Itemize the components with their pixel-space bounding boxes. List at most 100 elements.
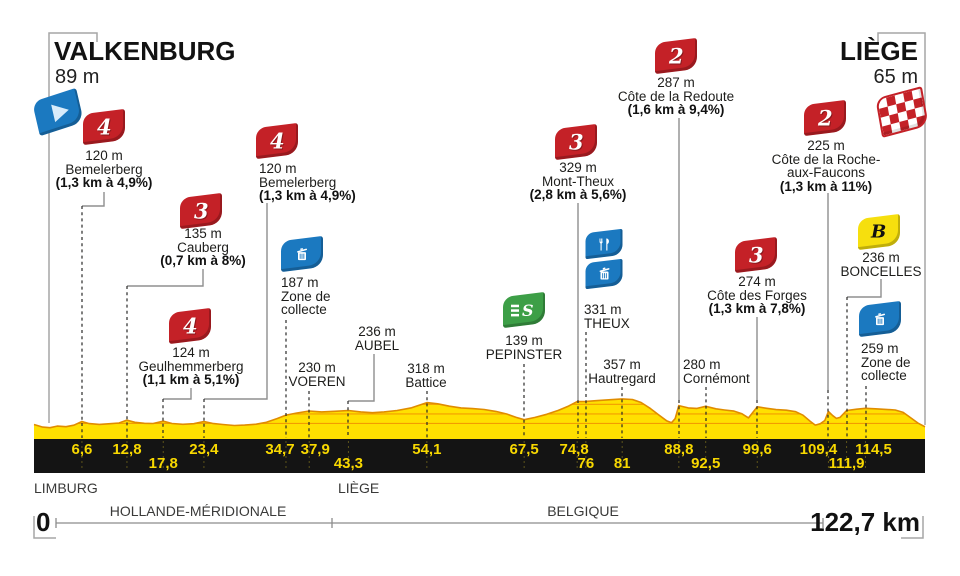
bemelerberg-1-line-1: Bemelerberg — [65, 161, 143, 177]
voeren-label: 230 m VOEREN — [288, 361, 345, 388]
zone-collecte-2-line-2: collecte — [861, 368, 907, 383]
aubel-line-0: 236 m — [358, 324, 396, 339]
cote-de-la-redoute-line-0: 287 m — [657, 75, 695, 90]
trash-icon-wrap — [596, 266, 612, 282]
category-2-icon: 2 — [817, 105, 833, 131]
cote-de-la-redoute-detail: (1,6 km à 9,4%) — [627, 102, 725, 117]
cote-de-la-roche-aux-faucons-label: 225 m Côte de la Roche-aux-Faucons (1,3 km… — [772, 139, 881, 193]
zone-collecte-1-line-1: Zone de — [281, 288, 331, 304]
cornemont-line-1: Cornémont — [683, 370, 750, 386]
cornemont-km-label: 92,5 — [691, 455, 721, 472]
restaurant-icon-wrap — [597, 237, 612, 252]
region-label-limburg: LIMBURG — [34, 480, 98, 496]
theux-marker-trash — [585, 258, 623, 290]
mont-theux-line-0: 329 m — [559, 160, 597, 175]
theux-km-label: 76 — [577, 455, 595, 472]
cauberg-line-0: 135 m — [184, 226, 222, 241]
bemelerberg-2-km-label: 23,4 — [189, 441, 219, 458]
mont-theux-km-label: 74,8 — [559, 441, 589, 458]
cote-des-forges-line-0: 274 m — [738, 274, 776, 289]
voeren-km-label: 37,9 — [300, 441, 330, 458]
cote-de-la-roche-aux-faucons-km-label: 109,4 — [799, 441, 838, 458]
origin-bracket — [33, 516, 56, 539]
trash-icon — [599, 267, 609, 280]
cote-des-forges-km-label: 99,6 — [742, 441, 772, 458]
battice-line-0: 318 m — [407, 361, 445, 376]
start-city-title: VALKENBURG — [54, 36, 236, 66]
bemelerberg-1-label: 120 m Bemelerberg (1,3 km à 4,9%) — [56, 149, 153, 190]
cauberg-detail: (0,7 km à 8%) — [160, 253, 246, 268]
cote-de-la-redoute-line-1: Côte de la Redoute — [617, 88, 735, 104]
theux-marker-restaurant — [585, 228, 623, 260]
pepinster-line-1: PEPINSTER — [485, 346, 563, 362]
aubel-line-1: AUBEL — [354, 337, 400, 353]
axis-total-distance-label: 122,7 km — [810, 507, 920, 537]
zone-collecte-2-line-0: 259 m — [861, 341, 899, 356]
country-label-hollande-meridionale: HOLLANDE-MÉRIDIONALE — [109, 503, 287, 519]
start-triangle-icon — [50, 100, 71, 122]
distance-strip — [34, 439, 925, 473]
battice-km-label: 54,1 — [412, 441, 442, 458]
aubel-connector — [348, 354, 375, 402]
bemelerberg-2-connector — [204, 203, 268, 400]
hautregard-km-label: 81 — [613, 455, 631, 472]
axis-origin-label: 0 — [36, 507, 51, 537]
geulhemmerberg-connector — [163, 388, 192, 400]
geulhemmerberg-line-1: Geulhemmerberg — [138, 358, 244, 374]
zone-collecte-2-line-1: Zone de — [861, 354, 911, 370]
category-3-icon: 3 — [748, 242, 764, 268]
voeren-line-0: 230 m — [298, 360, 336, 375]
pepinster-km-label: 67,5 — [509, 441, 539, 458]
hautregard-line-1: Hautregard — [588, 370, 656, 386]
zone-collecte-1-line-2: collecte — [281, 302, 327, 317]
battice-line-1: Battice — [405, 374, 447, 390]
theux-line-0: 331 m — [584, 302, 622, 317]
aubel-km-label: 43,3 — [333, 455, 364, 472]
battice-label: 318 m Battice — [405, 362, 446, 389]
voeren-line-1: VOEREN — [288, 373, 346, 389]
cote-de-la-roche-aux-faucons-line-1: Côte de la Roche- — [771, 151, 881, 167]
bemelerberg-1-km-label: 6,6 — [71, 441, 93, 458]
geulhemmerberg-label: 124 m Geulhemmerberg (1,1 km à 5,1%) — [138, 346, 243, 387]
elevation-outline — [33, 398, 926, 429]
bemelerberg-1-detail: (1,3 km à 4,9%) — [55, 175, 153, 190]
bemelerberg-2-line-1: Bemelerberg — [259, 174, 337, 190]
cote-de-la-roche-aux-faucons-line-0: 225 m — [807, 138, 845, 153]
category-2-icon: 2 — [668, 43, 684, 69]
category-4-icon: 4 — [182, 313, 198, 339]
cauberg-connector — [127, 269, 204, 287]
zone-collecte-2-km-label: 114,5 — [855, 441, 892, 458]
mont-theux-detail: (2,8 km à 5,6%) — [529, 187, 627, 202]
bemelerberg-1-connector — [82, 192, 105, 207]
cote-de-la-redoute-km-label: 88,8 — [664, 441, 694, 458]
cote-de-la-roche-aux-faucons-detail: (1,3 km à 11%) — [779, 178, 873, 194]
zone-collecte-2-marker — [859, 300, 901, 338]
boncelles-label: 236 m BONCELLES — [840, 251, 921, 278]
zone-collecte-1-marker — [281, 235, 323, 273]
cornemont-label: 280 m Cornémont — [683, 358, 750, 385]
boncelles-km-label: 111,9 — [828, 455, 865, 472]
cote-de-la-roche-aux-faucons-line-2: aux-Faucons — [786, 165, 866, 180]
boncelles-connector — [847, 279, 882, 298]
finish-bracket — [877, 32, 926, 425]
geulhemmerberg-detail: (1,1 km à 5,1%) — [142, 372, 240, 387]
restaurant-icon — [599, 238, 609, 250]
theux-line-1: THEUX — [584, 315, 630, 331]
trash-icon — [875, 312, 885, 325]
category-3-icon: 3 — [568, 129, 584, 155]
start-bracket — [48, 32, 98, 423]
bonus-letter-icon: B — [871, 221, 887, 243]
distance-strip-bar — [34, 439, 925, 473]
bemelerberg-2-line-0: 120 m — [259, 161, 297, 176]
trash-icon-wrap — [294, 246, 310, 262]
frame-and-axis — [33, 32, 926, 539]
pepinster-label: 139 m PEPINSTER — [486, 334, 563, 361]
boncelles-line-1: BONCELLES — [840, 263, 922, 279]
mont-theux-label: 329 m Mont-Theux (2,8 km à 5,6%) — [530, 161, 627, 202]
geulhemmerberg-line-0: 124 m — [172, 345, 210, 360]
zone-collecte-1-label: 187 m Zone de collecte — [281, 276, 331, 317]
pepinster-marker: S — [503, 291, 545, 329]
region-label-liege: LIÈGE — [338, 480, 380, 496]
hautregard-line-0: 357 m — [603, 357, 641, 372]
